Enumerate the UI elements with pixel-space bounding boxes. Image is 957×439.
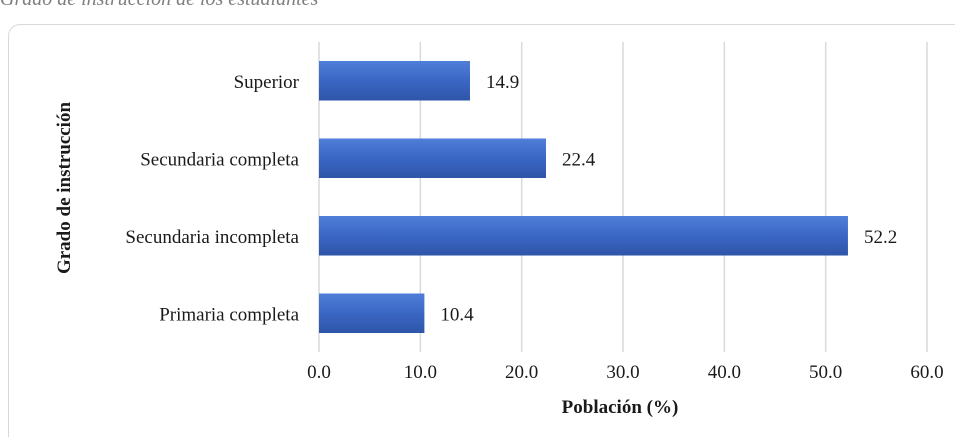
category-label: Secundaria completa <box>140 149 299 170</box>
chart-frame <box>8 24 955 437</box>
x-tick-label: 10.0 <box>404 362 437 383</box>
category-labels: Superior Secundaria completa Secundaria in… <box>125 72 299 326</box>
bars <box>319 60 848 334</box>
x-axis-title: Población (%) <box>562 397 679 418</box>
data-label: 10.4 <box>440 304 474 325</box>
x-tick-label: 40.0 <box>708 362 741 383</box>
figure-caption: Grado de instrucción de los estudiantes <box>0 0 957 10</box>
y-axis-title: Grado de instrucción <box>54 102 75 274</box>
bar <box>319 293 425 334</box>
data-label: 52.2 <box>864 227 897 248</box>
x-tick-labels: 0.0 10.0 20.0 30.0 40.0 50.0 60.0 <box>307 362 944 383</box>
x-tick-label: 20.0 <box>505 362 538 383</box>
x-tick-label: 50.0 <box>809 362 842 383</box>
data-labels: 14.9 22.4 52.2 10.4 <box>440 72 897 326</box>
x-tick-label: 60.0 <box>910 362 943 383</box>
bar <box>319 138 546 179</box>
data-label: 22.4 <box>562 149 596 170</box>
category-label: Superior <box>234 72 300 93</box>
x-tick-label: 30.0 <box>606 362 639 383</box>
category-label: Secundaria incompleta <box>125 227 299 248</box>
data-label: 14.9 <box>486 72 519 93</box>
bar <box>319 215 848 256</box>
x-tick-label: 0.0 <box>307 362 331 383</box>
category-label: Primaria completa <box>159 304 299 325</box>
bar <box>319 60 470 101</box>
